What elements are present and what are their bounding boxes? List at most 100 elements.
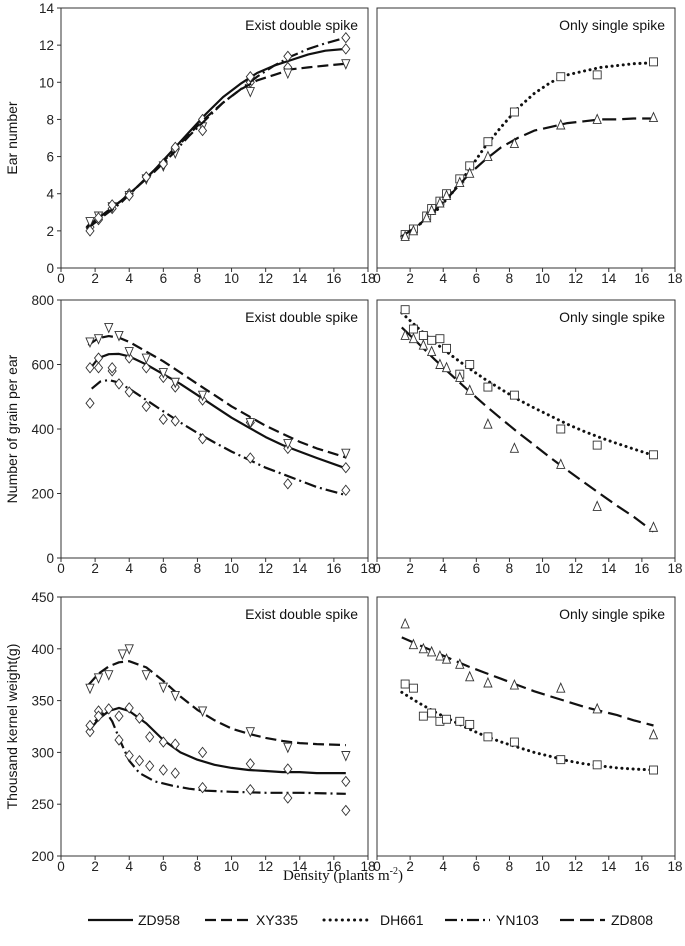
data-point-xy335	[141, 353, 151, 365]
legend-label-xy335: XY335	[256, 912, 298, 928]
data-point-yn103	[158, 764, 168, 776]
data-point-dh661	[442, 343, 451, 353]
x-tick-label: 10	[535, 271, 550, 286]
data-point-xy335	[158, 682, 169, 694]
fit-line-zd808	[401, 117, 654, 238]
data-point-zd808	[400, 617, 410, 629]
y-tick-label: 600	[31, 358, 54, 373]
legend-label-zd958: ZD958	[138, 912, 180, 928]
x-tick-label: 6	[160, 561, 168, 576]
x-tick-label: 2	[91, 859, 99, 874]
data-point-xy335	[85, 337, 95, 349]
y-axis-label: Thousand kernel weight(g)	[4, 644, 20, 810]
data-point-yn103	[93, 362, 104, 374]
y-axis-label: Number of grain per ear	[4, 354, 20, 503]
data-point-yn103	[141, 171, 151, 183]
panel-kernel-weight-double-spike	[60, 596, 369, 857]
x-tick-label: 14	[292, 561, 308, 576]
data-point-zd808	[441, 361, 452, 373]
data-point-xy335	[283, 439, 293, 450]
data-point-zd958	[170, 738, 180, 750]
data-point-zd808	[455, 176, 465, 188]
data-point-zd958	[124, 352, 134, 364]
data-point-dh661	[592, 760, 602, 770]
data-point-zd808	[441, 189, 452, 201]
data-point-yn103	[245, 783, 255, 796]
data-point-dh661	[556, 72, 566, 82]
y-tick-label: 200	[31, 849, 54, 864]
data-point-yn103	[114, 734, 124, 746]
panel-title: Only single spike	[559, 17, 665, 33]
data-point-yn103	[283, 50, 293, 63]
x-tick-label: 8	[506, 561, 514, 576]
chart-ear-right: 0 2 4 6 8 10 12 14 16 18 Only single spike	[373, 17, 682, 286]
x-tick-label: 10	[224, 561, 239, 576]
y-tick-label: 10	[39, 75, 54, 90]
data-point-yn103	[145, 760, 155, 772]
data-point-dh661	[556, 424, 566, 434]
fit-line-zd808	[401, 636, 654, 727]
x-tick-label: 8	[194, 859, 202, 874]
data-point-yn103	[170, 141, 180, 154]
data-point-xy335	[124, 644, 134, 655]
data-point-zd808	[556, 458, 566, 469]
data-point-yn103	[158, 413, 168, 426]
x-tick-label: 2	[406, 859, 414, 874]
data-point-yn103	[170, 767, 180, 779]
y-tick-label: 4	[46, 187, 54, 202]
x-tick-label: 4	[125, 859, 133, 874]
x-tick-label: 0	[57, 561, 65, 576]
data-point-zd958	[341, 461, 351, 474]
data-point-yn103	[245, 452, 255, 464]
data-point-yn103	[197, 432, 208, 445]
data-point-zd808	[465, 384, 475, 395]
data-point-zd808	[418, 642, 429, 654]
x-tick-label: 4	[439, 271, 447, 286]
data-point-dh661	[483, 137, 493, 147]
data-point-zd808	[592, 702, 602, 714]
x-tick-label: 18	[360, 859, 375, 874]
data-point-xy335	[141, 670, 151, 681]
panel-title: Only single spike	[559, 606, 665, 622]
x-tick-label: 8	[506, 271, 514, 286]
data-point-xy335	[104, 670, 114, 681]
data-point-dh661	[465, 719, 475, 729]
x-tick-label: 6	[473, 561, 481, 576]
data-point-dh661	[418, 331, 428, 340]
data-point-yn103	[245, 70, 255, 83]
data-point-zd808	[483, 150, 493, 162]
data-point-xy335	[341, 751, 351, 762]
fit-line-zd958	[85, 47, 346, 228]
data-point-xy335	[93, 334, 104, 345]
fit-line-zd958	[87, 352, 347, 470]
legend-item-zd958: ZD958	[88, 912, 180, 928]
data-point-yn103	[197, 124, 208, 137]
data-point-dh661	[483, 732, 493, 742]
x-axis-label: Density (plants m-2)	[283, 866, 403, 884]
data-point-xy335	[341, 59, 351, 70]
panel-title: Exist double spike	[245, 17, 358, 33]
data-point-xy335	[245, 418, 256, 429]
data-point-xy335	[245, 87, 256, 98]
x-tick-label: 14	[601, 561, 617, 576]
x-tick-label: 4	[125, 271, 133, 286]
x-tick-label: 18	[360, 561, 375, 576]
data-point-xy335	[341, 448, 351, 460]
data-point-xy335	[170, 690, 180, 702]
data-point-dh661	[400, 679, 410, 689]
fit-line-yn103	[90, 378, 347, 497]
x-tick-label: 10	[535, 561, 550, 576]
data-point-dh661	[435, 334, 445, 344]
chart-tkw-right: 0 2 4 6 8 10 12 14 16 18 Only single spike	[373, 606, 682, 874]
data-point-yn103	[124, 749, 134, 762]
y-tick-label: 2	[46, 224, 54, 239]
data-point-zd808	[483, 418, 493, 429]
y-tick-label: 200	[31, 487, 54, 502]
data-point-dh661	[418, 711, 428, 721]
data-point-xy335	[170, 377, 180, 389]
data-point-zd808	[435, 358, 445, 369]
panel-ear-number-single-spike	[376, 7, 676, 269]
x-tick-label: 12	[258, 561, 273, 576]
data-point-dh661	[465, 360, 475, 369]
